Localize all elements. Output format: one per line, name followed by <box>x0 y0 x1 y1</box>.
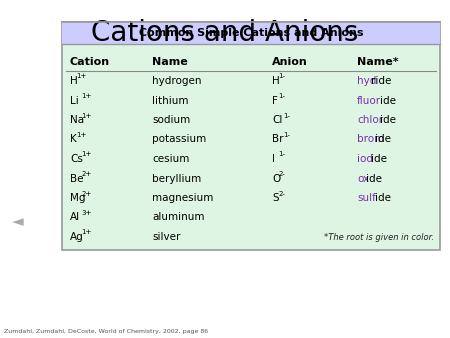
Bar <box>62 22 440 44</box>
Text: magnesium: magnesium <box>152 193 213 203</box>
Text: ide: ide <box>380 115 396 125</box>
Text: ide: ide <box>366 173 382 184</box>
Text: Br: Br <box>272 135 284 145</box>
Text: fluor: fluor <box>357 96 381 105</box>
Text: 1+: 1+ <box>81 113 92 119</box>
Text: 1+: 1+ <box>81 151 92 158</box>
Text: ide: ide <box>371 154 387 164</box>
Text: O: O <box>272 173 280 184</box>
Text: ox: ox <box>357 173 369 184</box>
Text: hydrogen: hydrogen <box>152 76 202 86</box>
Text: 2+: 2+ <box>81 171 92 177</box>
Text: aluminum: aluminum <box>152 213 204 222</box>
Text: Cl: Cl <box>272 115 283 125</box>
Text: 1+: 1+ <box>81 230 92 236</box>
Text: 2-: 2- <box>278 191 285 196</box>
Text: Cation: Cation <box>70 57 110 67</box>
Text: sodium: sodium <box>152 115 190 125</box>
Text: Na: Na <box>70 115 84 125</box>
Text: F: F <box>272 96 278 105</box>
Text: H: H <box>272 76 280 86</box>
Text: 1-: 1- <box>278 151 285 158</box>
Text: 2-: 2- <box>278 171 285 177</box>
Text: S: S <box>272 193 279 203</box>
Text: hyd: hyd <box>357 76 376 86</box>
Text: iod: iod <box>357 154 373 164</box>
Text: ide: ide <box>375 135 392 145</box>
Text: Zumdahl, Zumdahl, DeCoste, World of Chemistry, 2002, page 86: Zumdahl, Zumdahl, DeCoste, World of Chem… <box>4 329 208 334</box>
Text: ride: ride <box>371 76 391 86</box>
Text: Be: Be <box>70 173 84 184</box>
Text: I: I <box>272 154 275 164</box>
Text: silver: silver <box>152 232 180 242</box>
Text: ide: ide <box>375 193 392 203</box>
Text: H: H <box>70 76 78 86</box>
Text: 1+: 1+ <box>81 93 92 99</box>
Text: ide: ide <box>380 96 396 105</box>
Text: Cs: Cs <box>70 154 83 164</box>
Text: potassium: potassium <box>152 135 206 145</box>
Text: cesium: cesium <box>152 154 189 164</box>
Text: Cations and Anions: Cations and Anions <box>91 19 359 47</box>
Text: Al: Al <box>70 213 80 222</box>
Text: 1-: 1- <box>278 93 285 99</box>
Text: Mg: Mg <box>70 193 86 203</box>
Text: 1-: 1- <box>284 113 290 119</box>
Text: Name*: Name* <box>357 57 399 67</box>
Text: Name: Name <box>152 57 188 67</box>
Text: chlor: chlor <box>357 115 383 125</box>
Text: sulf: sulf <box>357 193 376 203</box>
Text: Common Simple Cations and Anions: Common Simple Cations and Anions <box>139 28 363 38</box>
Text: beryllium: beryllium <box>152 173 201 184</box>
Text: brom: brom <box>357 135 384 145</box>
Text: Li: Li <box>70 96 79 105</box>
Text: 1-: 1- <box>278 73 285 79</box>
Text: 1+: 1+ <box>76 73 86 79</box>
Text: Ag: Ag <box>70 232 84 242</box>
Text: 1+: 1+ <box>76 132 86 138</box>
Text: Anion: Anion <box>272 57 308 67</box>
Text: ◄: ◄ <box>12 215 24 230</box>
Text: 1-: 1- <box>284 132 290 138</box>
Text: *The root is given in color.: *The root is given in color. <box>324 234 434 242</box>
Text: lithium: lithium <box>152 96 189 105</box>
Text: K: K <box>70 135 77 145</box>
Text: 2+: 2+ <box>81 191 92 196</box>
Bar <box>62 22 440 250</box>
Text: 3+: 3+ <box>81 210 92 216</box>
